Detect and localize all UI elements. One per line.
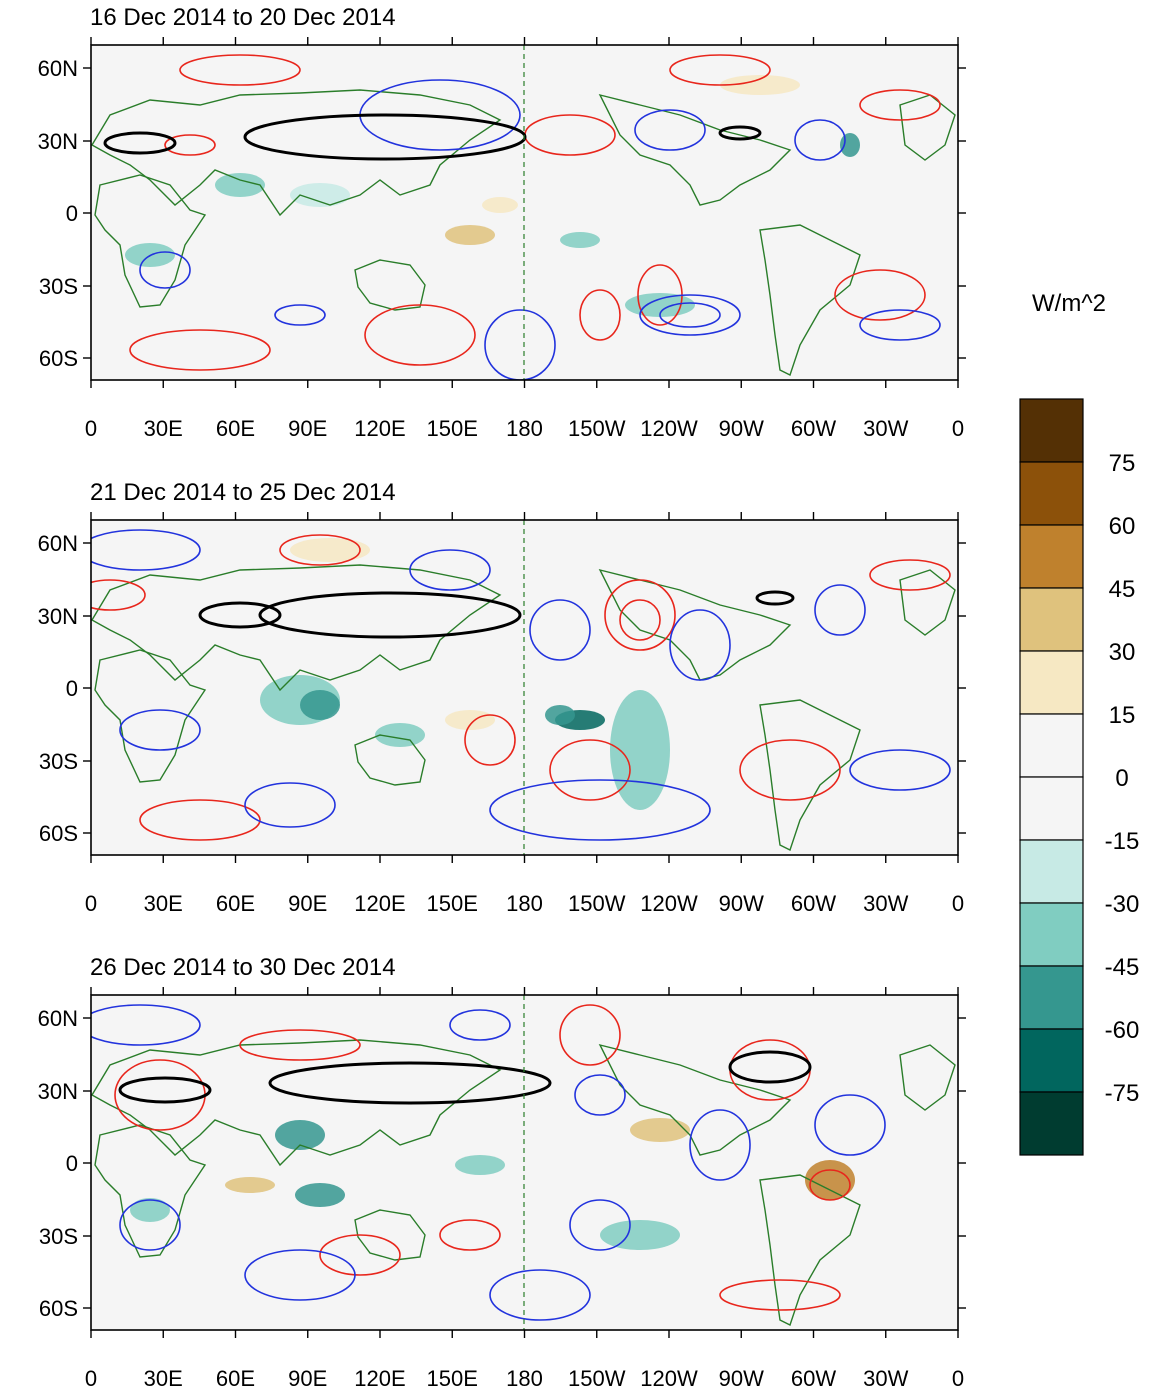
lon-tick-label: 90E (288, 1366, 327, 1391)
colorbar-label: -15 (1105, 828, 1140, 855)
lon-tick-label: 0 (85, 416, 97, 441)
colorbar: 75 60 45 30 15 0 -15 -30 -45 -60 -75 (1019, 398, 1140, 1156)
lon-tick-label: 120W (640, 1366, 698, 1391)
map-panel-3: 0 30E 60E 90E 120E 150E 180 150W 120W 90W 60W 30W 0 6… (38, 987, 966, 1391)
lon-tick-label: 60W (791, 416, 836, 441)
map-panel-2: 0 30E 60E 90E 120E 150E 180 150W 120W 90W 60W 30W 0 6… (38, 512, 966, 916)
lat-tick-label: 30S (39, 274, 78, 299)
colorbar-label: -75 (1105, 1080, 1140, 1107)
shaded-anomalies (125, 75, 860, 317)
colorbar-swatch (1019, 587, 1084, 652)
colorbar-label: -30 (1105, 891, 1140, 918)
colorbar-label: 15 (1109, 702, 1136, 729)
shaded-anomalies (130, 1118, 855, 1250)
colorbar-swatch (1019, 461, 1084, 526)
contours (91, 529, 951, 841)
lon-tick-label: 60W (791, 891, 836, 916)
colorbar-swatch (1019, 1091, 1084, 1156)
colorbar-label: -60 (1105, 1017, 1140, 1044)
lon-tick-label: 60E (216, 1366, 255, 1391)
colorbar-swatch (1019, 398, 1084, 463)
colorbar-label: 30 (1109, 639, 1136, 666)
lat-tick-label: 30S (39, 749, 78, 774)
axis-ticks: 0 30E 60E 90E 120E 150E 180 150W 120W 90W 60W 30W 0 6… (38, 987, 966, 1391)
lat-tick-label: 0 (66, 676, 78, 701)
coastlines (91, 89, 956, 376)
lon-tick-label: 150E (427, 1366, 478, 1391)
colorbar-units: W/m^2 (1032, 290, 1106, 317)
lon-tick-label: 120E (354, 416, 405, 441)
lon-tick-label: 0 (952, 416, 964, 441)
coastlines (91, 1039, 956, 1326)
lat-tick-label: 60S (39, 346, 78, 371)
lat-tick-label: 30N (38, 604, 78, 629)
lon-tick-label: 90E (288, 416, 327, 441)
lon-tick-label: 180 (506, 891, 543, 916)
lon-tick-label: 0 (952, 1366, 964, 1391)
colorbar-swatch (1019, 650, 1084, 715)
colorbar-label: 60 (1109, 513, 1136, 540)
lon-tick-label: 120W (640, 416, 698, 441)
colorbar-swatch (1019, 965, 1084, 1030)
colorbar-swatch (1019, 776, 1084, 841)
colorbar-swatch (1019, 713, 1084, 778)
lon-tick-label: 150E (427, 416, 478, 441)
lon-tick-label: 150E (427, 891, 478, 916)
lon-tick-label: 0 (85, 1366, 97, 1391)
lon-tick-label: 90W (719, 891, 764, 916)
contours (91, 1004, 886, 1321)
lon-tick-label: 120E (354, 891, 405, 916)
lon-tick-label: 90E (288, 891, 327, 916)
lat-tick-label: 30N (38, 1079, 78, 1104)
lon-tick-label: 180 (506, 416, 543, 441)
lon-tick-label: 30E (144, 1366, 183, 1391)
lon-tick-label: 90W (719, 1366, 764, 1391)
colorbar-swatch (1019, 1028, 1084, 1093)
panel-2-title: 21 Dec 2014 to 25 Dec 2014 (90, 479, 396, 506)
coastlines (91, 564, 956, 851)
lon-tick-label: 0 (952, 891, 964, 916)
lon-tick-label: 0 (85, 891, 97, 916)
lat-tick-label: 0 (66, 1151, 78, 1176)
lon-tick-label: 30W (863, 416, 908, 441)
lon-tick-label: 60E (216, 416, 255, 441)
lon-tick-label: 30E (144, 416, 183, 441)
colorbar-swatch (1019, 902, 1084, 967)
lat-tick-label: 30S (39, 1224, 78, 1249)
lat-tick-label: 60N (38, 56, 78, 81)
colorbar-label: -45 (1105, 954, 1140, 981)
lat-tick-label: 60S (39, 1296, 78, 1321)
lat-tick-label: 60N (38, 531, 78, 556)
contours (103, 54, 941, 380)
lon-tick-label: 120E (354, 1366, 405, 1391)
panel-3-title: 26 Dec 2014 to 30 Dec 2014 (90, 954, 396, 981)
colorbar-swatch (1019, 839, 1084, 904)
colorbar-label: 0 (1115, 765, 1128, 792)
colorbar-label: 75 (1109, 450, 1136, 477)
lon-tick-label: 180 (506, 1366, 543, 1391)
lon-tick-label: 150W (568, 416, 626, 441)
lat-tick-label: 30N (38, 129, 78, 154)
lon-tick-label: 60W (791, 1366, 836, 1391)
lon-tick-label: 120W (640, 891, 698, 916)
lon-tick-label: 150W (568, 1366, 626, 1391)
axis-ticks: 0 30E 60E 90E 120E 150E 180 150W 120W 90W 60W 30W 0 6… (38, 512, 966, 916)
lon-tick-label: 30W (863, 1366, 908, 1391)
lon-tick-label: 30E (144, 891, 183, 916)
colorbar-swatch (1019, 524, 1084, 589)
colorbar-label: 45 (1109, 576, 1136, 603)
axis-ticks: 0 30E 60E 90E 120E 150E 180 150W 120W 90W 60W 30W 0 6… (38, 37, 966, 441)
lon-tick-label: 90W (719, 416, 764, 441)
lon-tick-label: 30W (863, 891, 908, 916)
lat-tick-label: 60N (38, 1006, 78, 1031)
lon-tick-label: 60E (216, 891, 255, 916)
lat-tick-label: 0 (66, 201, 78, 226)
lon-tick-label: 150W (568, 891, 626, 916)
panel-1-title: 16 Dec 2014 to 20 Dec 2014 (90, 4, 396, 31)
lat-tick-label: 60S (39, 821, 78, 846)
map-panel-1: 0 30E 60E 90E 120E 150E 180 150W 120W 90W 60W 30W 0 6… (38, 37, 966, 441)
